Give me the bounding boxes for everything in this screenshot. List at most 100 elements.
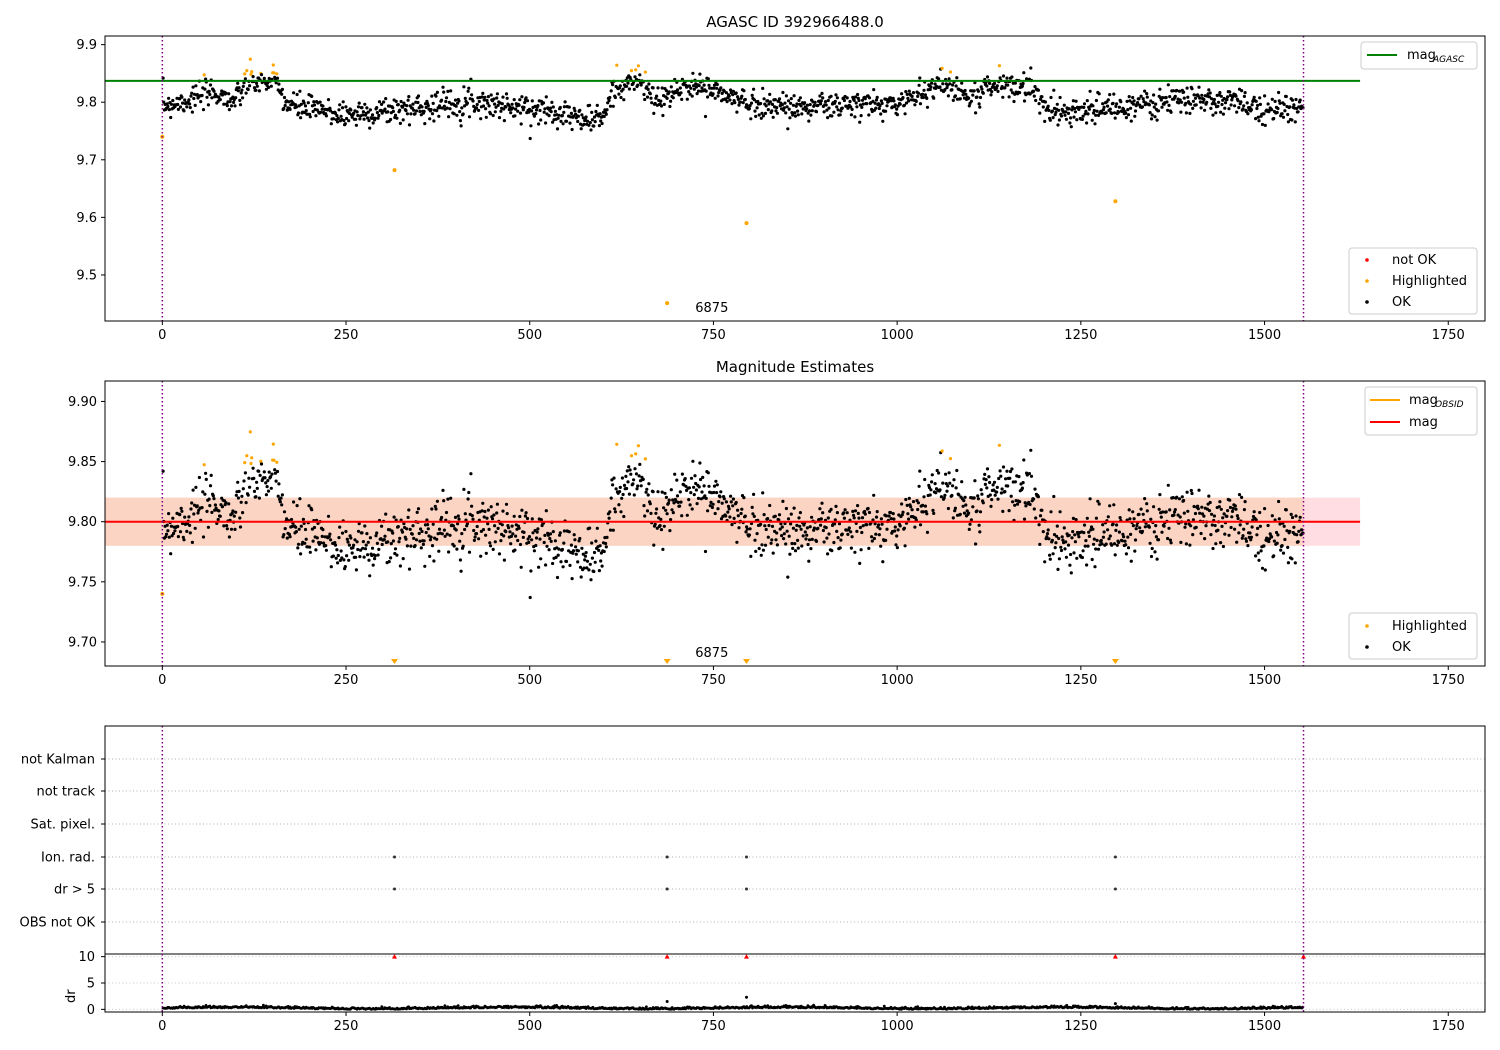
- ok-point: [1129, 559, 1133, 563]
- ok-point: [487, 527, 491, 532]
- ok-point: [224, 91, 228, 95]
- ok-point: [356, 105, 361, 109]
- ok-point: [504, 530, 508, 534]
- ok-point: [571, 114, 576, 118]
- ok-point: [692, 493, 696, 497]
- ok-point: [358, 555, 362, 559]
- ok-point: [718, 495, 722, 499]
- ok-point: [1121, 532, 1125, 536]
- ok-point: [894, 543, 898, 547]
- ok-point: [808, 525, 812, 529]
- ok-point: [851, 509, 855, 513]
- ok-point: [985, 467, 990, 471]
- ok-point: [382, 538, 386, 542]
- ok-point: [1102, 530, 1106, 534]
- ok-point: [840, 106, 844, 110]
- ok-point: [641, 477, 645, 481]
- ok-point: [782, 532, 786, 536]
- ok-point: [918, 469, 922, 473]
- ok-point: [1198, 511, 1202, 515]
- ok-point: [288, 535, 292, 539]
- ok-point: [523, 514, 528, 518]
- ok-point: [968, 522, 972, 526]
- ok-point: [662, 524, 666, 528]
- ok-point: [702, 484, 706, 488]
- ok-point: [1231, 506, 1235, 510]
- ok-point: [992, 81, 997, 85]
- ok-point: [505, 96, 509, 100]
- ok-point: [421, 542, 425, 547]
- ok-point: [556, 553, 560, 557]
- ok-point: [279, 496, 283, 500]
- ok-point: [861, 524, 865, 528]
- ok-point: [561, 565, 565, 569]
- ok-point: [375, 111, 379, 115]
- ok-point: [1140, 105, 1145, 109]
- ok-point: [1154, 102, 1158, 106]
- ok-point: [540, 523, 544, 528]
- ok-point: [547, 114, 551, 118]
- ok-point: [860, 530, 864, 535]
- ok-point: [1288, 529, 1292, 533]
- highlighted-point: [665, 301, 670, 306]
- ok-point: [456, 514, 460, 518]
- ok-point: [492, 513, 496, 517]
- ok-point: [666, 501, 671, 505]
- ok-point: [833, 99, 837, 103]
- ok-point: [1209, 106, 1213, 110]
- ok-point: [800, 544, 804, 548]
- highlighted-point: [245, 69, 249, 73]
- ok-point: [308, 550, 312, 554]
- ok-point: [494, 105, 498, 109]
- ok-point: [1293, 120, 1297, 124]
- ok-point: [254, 495, 258, 499]
- ok-point: [1053, 546, 1057, 550]
- ok-point: [646, 493, 650, 497]
- ok-point: [1286, 545, 1290, 550]
- ok-point: [1189, 524, 1193, 528]
- ok-point: [1135, 523, 1139, 528]
- ok-point: [995, 84, 999, 88]
- ok-point: [257, 496, 261, 500]
- ok-point: [589, 128, 593, 132]
- ok-point: [736, 95, 740, 99]
- ok-point: [613, 95, 618, 100]
- ok-point: [805, 533, 809, 537]
- ok-point: [1129, 119, 1133, 123]
- ok-point: [675, 478, 679, 482]
- highlighted-point: [948, 457, 953, 461]
- ok-point: [544, 509, 548, 513]
- ok-point: [715, 86, 719, 90]
- ok-point: [178, 513, 182, 517]
- ok-point: [350, 551, 354, 555]
- ok-point: [1250, 525, 1254, 529]
- ok-point: [740, 507, 744, 511]
- ok-point: [988, 493, 992, 497]
- dr-point: [443, 1004, 447, 1007]
- ok-point: [938, 85, 942, 89]
- ok-point: [856, 504, 860, 508]
- ok-point: [863, 97, 867, 101]
- ok-point: [809, 113, 813, 117]
- ok-point: [527, 535, 532, 539]
- ok-point: [407, 123, 412, 127]
- ok-point: [732, 516, 736, 521]
- ok-point: [1168, 95, 1172, 99]
- ok-point: [958, 97, 962, 101]
- ok-point: [833, 522, 837, 526]
- ok-point: [770, 109, 774, 113]
- ok-point: [1057, 108, 1061, 112]
- ok-point: [907, 99, 911, 103]
- ok-point: [530, 517, 534, 521]
- ok-point: [343, 122, 347, 126]
- ok-point: [1277, 90, 1281, 95]
- ok-point: [1021, 81, 1025, 86]
- ok-point: [1235, 540, 1239, 544]
- ok-point: [620, 476, 625, 480]
- ok-point: [781, 499, 785, 503]
- ok-point: [1230, 515, 1234, 519]
- highlighted-point: [629, 69, 634, 73]
- ok-point: [361, 110, 365, 114]
- ok-point: [1032, 507, 1036, 511]
- ok-point: [1131, 102, 1135, 106]
